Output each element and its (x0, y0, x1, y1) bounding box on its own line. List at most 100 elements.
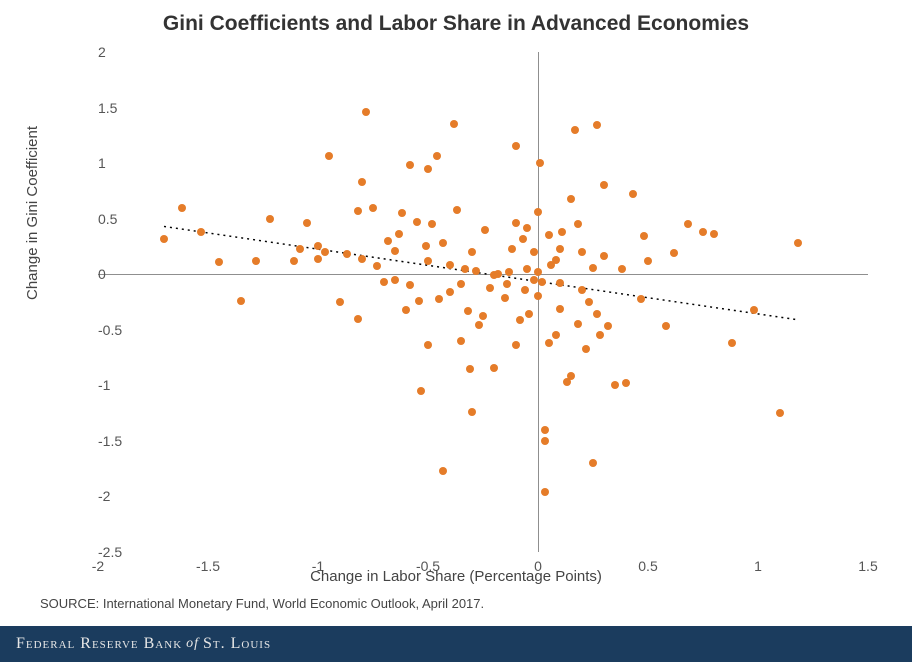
data-point (574, 220, 582, 228)
data-point (439, 239, 447, 247)
x-tick-label: -1.5 (196, 558, 220, 574)
data-point (552, 331, 560, 339)
data-point (479, 312, 487, 320)
data-point (534, 292, 542, 300)
data-point (472, 267, 480, 275)
data-point (699, 228, 707, 236)
data-point (589, 264, 597, 272)
data-point (266, 215, 274, 223)
data-point (750, 306, 758, 314)
data-point (402, 306, 410, 314)
data-point (398, 209, 406, 217)
data-point (252, 257, 260, 265)
data-point (290, 257, 298, 265)
data-point (567, 372, 575, 380)
data-point (556, 305, 564, 313)
data-point (589, 459, 597, 467)
data-point (710, 230, 718, 238)
data-point (618, 265, 626, 273)
data-point (545, 339, 553, 347)
data-point (567, 195, 575, 203)
data-point (325, 152, 333, 160)
data-point (450, 120, 458, 128)
source-text: SOURCE: International Monetary Fund, Wor… (40, 596, 484, 611)
data-point (578, 248, 586, 256)
x-tick-label: 1 (754, 558, 762, 574)
data-point (413, 218, 421, 226)
data-point (453, 206, 461, 214)
data-point (428, 220, 436, 228)
data-point (406, 161, 414, 169)
data-point (439, 467, 447, 475)
footer-bank-suffix: St. Louis (203, 635, 271, 653)
data-point (475, 321, 483, 329)
data-point (556, 245, 564, 253)
chart-container: Gini Coefficients and Labor Share in Adv… (0, 10, 912, 610)
data-point (343, 250, 351, 258)
data-point (637, 295, 645, 303)
data-point (466, 365, 474, 373)
data-point (629, 190, 637, 198)
footer-of: of (186, 636, 199, 652)
data-point (417, 387, 425, 395)
data-point (314, 255, 322, 263)
data-point (794, 239, 802, 247)
data-point (644, 257, 652, 265)
data-point (178, 204, 186, 212)
data-point (530, 248, 538, 256)
data-point (433, 152, 441, 160)
data-point (336, 298, 344, 306)
y-axis-label: Change in Gini Coefficient (24, 126, 41, 300)
data-point (611, 381, 619, 389)
data-point (622, 379, 630, 387)
data-point (604, 322, 612, 330)
data-point (321, 248, 329, 256)
data-point (358, 255, 366, 263)
data-point (516, 316, 524, 324)
data-point (508, 245, 516, 253)
data-point (481, 226, 489, 234)
data-point (237, 297, 245, 305)
data-point (640, 232, 648, 240)
data-point (197, 228, 205, 236)
data-point (391, 276, 399, 284)
data-point (585, 298, 593, 306)
data-point (494, 270, 502, 278)
data-point (534, 208, 542, 216)
data-point (435, 295, 443, 303)
data-point (446, 288, 454, 296)
data-point (538, 278, 546, 286)
data-point (369, 204, 377, 212)
data-point (415, 297, 423, 305)
data-point (160, 235, 168, 243)
data-point (486, 284, 494, 292)
data-point (362, 108, 370, 116)
data-point (558, 228, 566, 236)
data-point (523, 265, 531, 273)
data-point (600, 252, 608, 260)
data-point (600, 181, 608, 189)
data-point (384, 237, 392, 245)
x-tick-label: -2 (92, 558, 104, 574)
data-point (457, 337, 465, 345)
data-point (461, 265, 469, 273)
data-point (468, 248, 476, 256)
data-point (303, 219, 311, 227)
data-point (593, 121, 601, 129)
data-point (395, 230, 403, 238)
data-point (490, 364, 498, 372)
data-point (541, 437, 549, 445)
data-point (424, 165, 432, 173)
data-point (556, 279, 564, 287)
data-point (596, 331, 604, 339)
data-point (512, 142, 520, 150)
data-point (505, 268, 513, 276)
data-point (670, 249, 678, 257)
data-point (512, 341, 520, 349)
data-point (215, 258, 223, 266)
data-point (530, 276, 538, 284)
data-point (582, 345, 590, 353)
data-point (373, 262, 381, 270)
data-point (578, 286, 586, 294)
data-point (354, 207, 362, 215)
